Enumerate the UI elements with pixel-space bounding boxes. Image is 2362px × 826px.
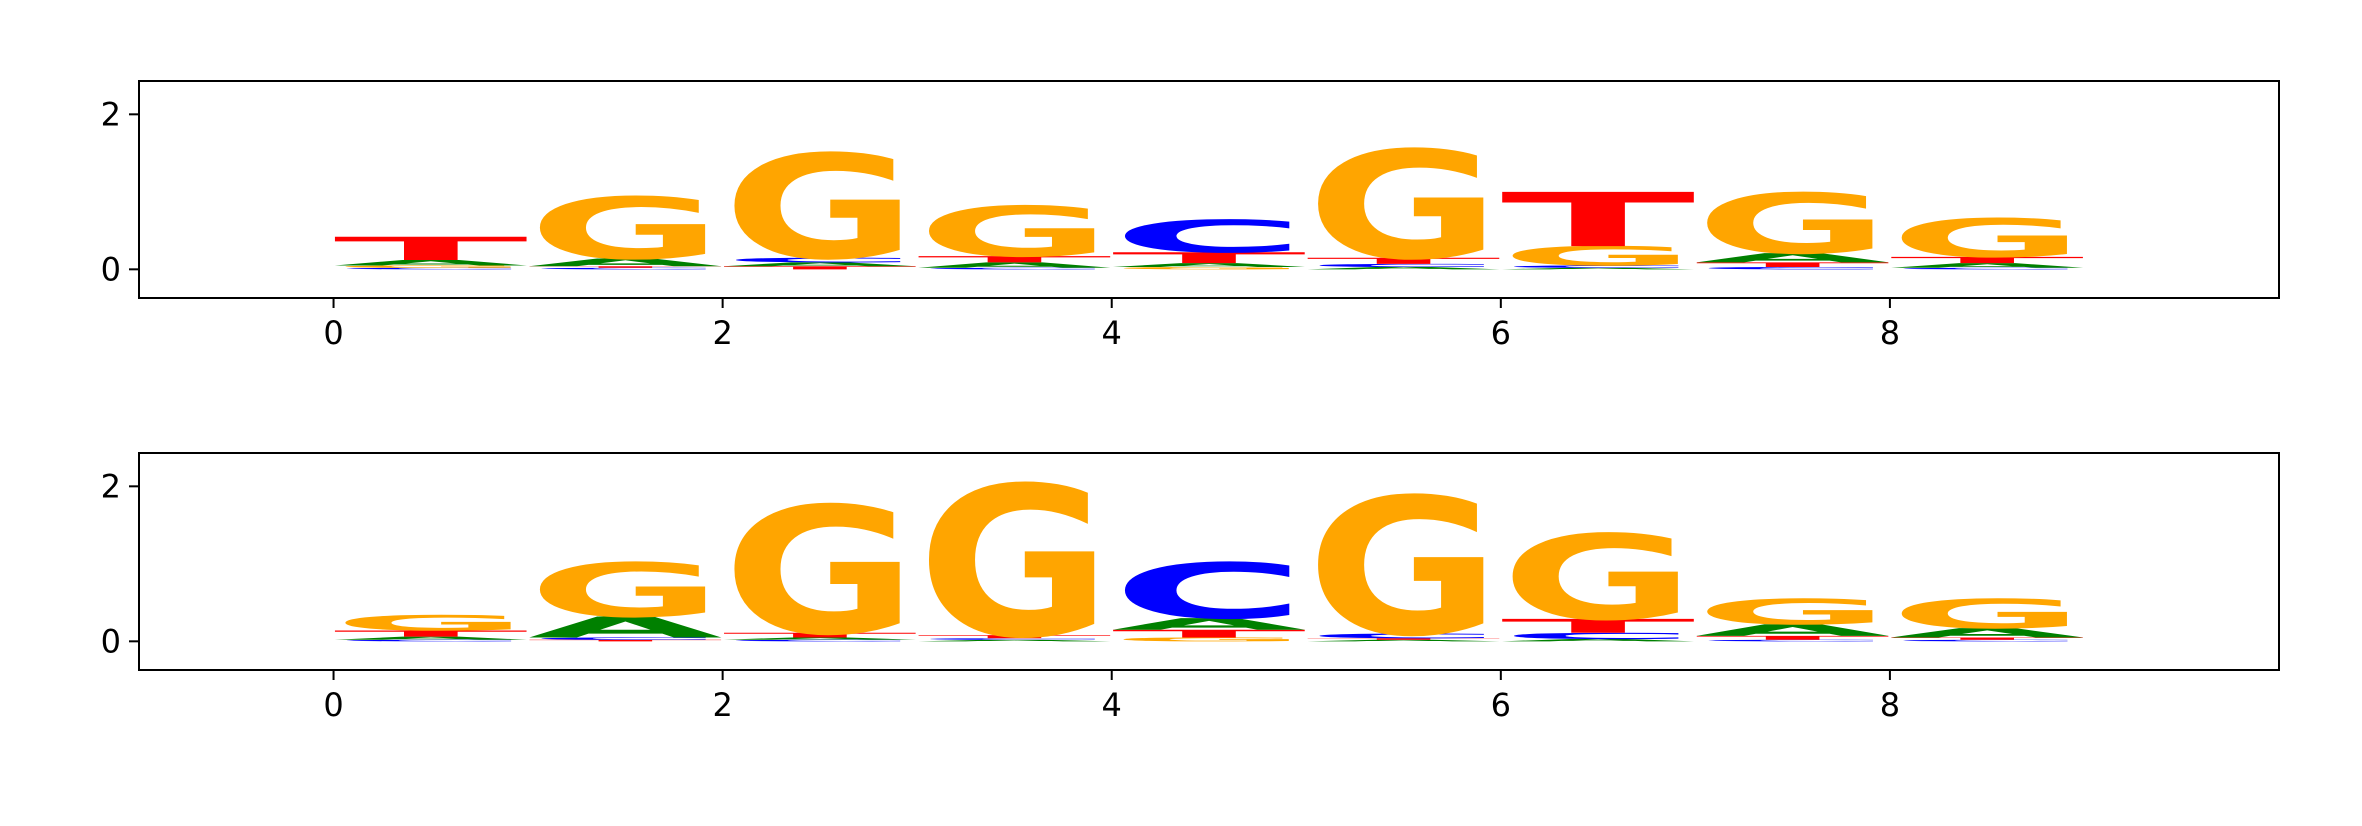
letter: C xyxy=(1695,639,1890,641)
letter: C xyxy=(917,638,1112,640)
letter: C xyxy=(528,637,723,641)
x-tick-label: 8 xyxy=(1880,314,1900,352)
letter: G xyxy=(334,611,529,636)
letter: C xyxy=(917,267,1112,269)
letter: A xyxy=(334,259,529,268)
letter: G xyxy=(1112,636,1307,642)
letter: C xyxy=(1306,263,1501,268)
y-tick-label: 0 xyxy=(101,250,121,288)
letter: A xyxy=(1695,621,1890,640)
letter: G xyxy=(1695,176,1890,273)
letter: C xyxy=(1112,548,1307,637)
letter: A xyxy=(1890,262,2085,269)
letter: C xyxy=(1890,267,2085,269)
letter: G xyxy=(723,471,918,674)
axes-frame xyxy=(138,452,2280,671)
letter: C xyxy=(1306,632,1501,639)
letter: G xyxy=(1501,511,1696,647)
letter: T xyxy=(723,632,918,639)
letter: G xyxy=(334,265,529,269)
letter: A xyxy=(1890,626,2085,641)
x-tick-label: 6 xyxy=(1491,314,1511,352)
letter: T xyxy=(1890,637,2085,641)
letter: G xyxy=(1695,592,1890,633)
letter: C xyxy=(528,267,723,269)
letter: T xyxy=(723,265,918,270)
x-tick-label: 4 xyxy=(1102,686,1122,724)
letter: T xyxy=(528,266,723,268)
letter: G xyxy=(1890,591,2085,638)
letter: T xyxy=(917,634,1112,639)
letter: A xyxy=(528,611,723,644)
x-tick-label: 8 xyxy=(1880,686,1900,724)
x-tick-label: 0 xyxy=(323,686,343,724)
axes-frame xyxy=(138,80,2280,299)
letter: T xyxy=(334,629,529,639)
letter: T xyxy=(1695,635,1890,641)
letter: G xyxy=(723,125,918,292)
letter: T xyxy=(334,231,529,268)
letter: T xyxy=(1501,178,1696,264)
letter: G xyxy=(1112,266,1307,270)
letter: A xyxy=(1306,639,1501,641)
letter: T xyxy=(1112,628,1307,640)
letter: G xyxy=(528,548,723,634)
letter: A xyxy=(1695,251,1890,266)
y-tick-label: 2 xyxy=(101,467,121,505)
x-tick-label: 2 xyxy=(712,686,732,724)
x-tick-label: 4 xyxy=(1102,314,1122,352)
letter: G xyxy=(917,443,1112,684)
letter: A xyxy=(1112,615,1307,634)
letter: A xyxy=(1501,638,1696,642)
y-tick-label: 0 xyxy=(101,622,121,660)
x-tick-label: 6 xyxy=(1491,686,1511,724)
x-tick-label: 2 xyxy=(712,314,732,352)
letter: C xyxy=(1501,265,1696,269)
x-tick-label: 0 xyxy=(323,314,343,352)
letter: C xyxy=(1501,631,1696,641)
letter: T xyxy=(1306,256,1501,266)
letter: T xyxy=(1501,615,1696,637)
letter: A xyxy=(528,256,723,268)
letter: G xyxy=(917,192,1112,272)
letter: A xyxy=(1112,262,1307,268)
letter: T xyxy=(1890,255,2085,265)
letter: G xyxy=(1306,119,1501,293)
letter: A xyxy=(334,636,529,641)
letter: T xyxy=(1306,638,1501,640)
letter: C xyxy=(334,267,529,269)
letter: T xyxy=(528,639,723,641)
letter: G xyxy=(528,180,723,279)
letter: G xyxy=(1306,458,1501,678)
y-tick-label: 2 xyxy=(101,95,121,133)
letter: T xyxy=(1695,261,1890,268)
letter: A xyxy=(1501,267,1696,269)
letter: A xyxy=(917,261,1112,270)
letter: T xyxy=(917,254,1112,264)
letter: C xyxy=(723,256,918,263)
letter: T xyxy=(1112,249,1307,266)
letter: C xyxy=(723,639,918,641)
letter: A xyxy=(723,261,918,267)
letter: A xyxy=(1306,266,1501,270)
letter: G xyxy=(1890,208,2085,270)
letter: A xyxy=(917,639,1112,641)
letter: C xyxy=(334,639,529,641)
letter: A xyxy=(723,637,918,641)
letter: G xyxy=(1501,241,1696,272)
letter: C xyxy=(1695,266,1890,270)
letter: C xyxy=(1890,639,2085,641)
letter: C xyxy=(1112,211,1307,263)
